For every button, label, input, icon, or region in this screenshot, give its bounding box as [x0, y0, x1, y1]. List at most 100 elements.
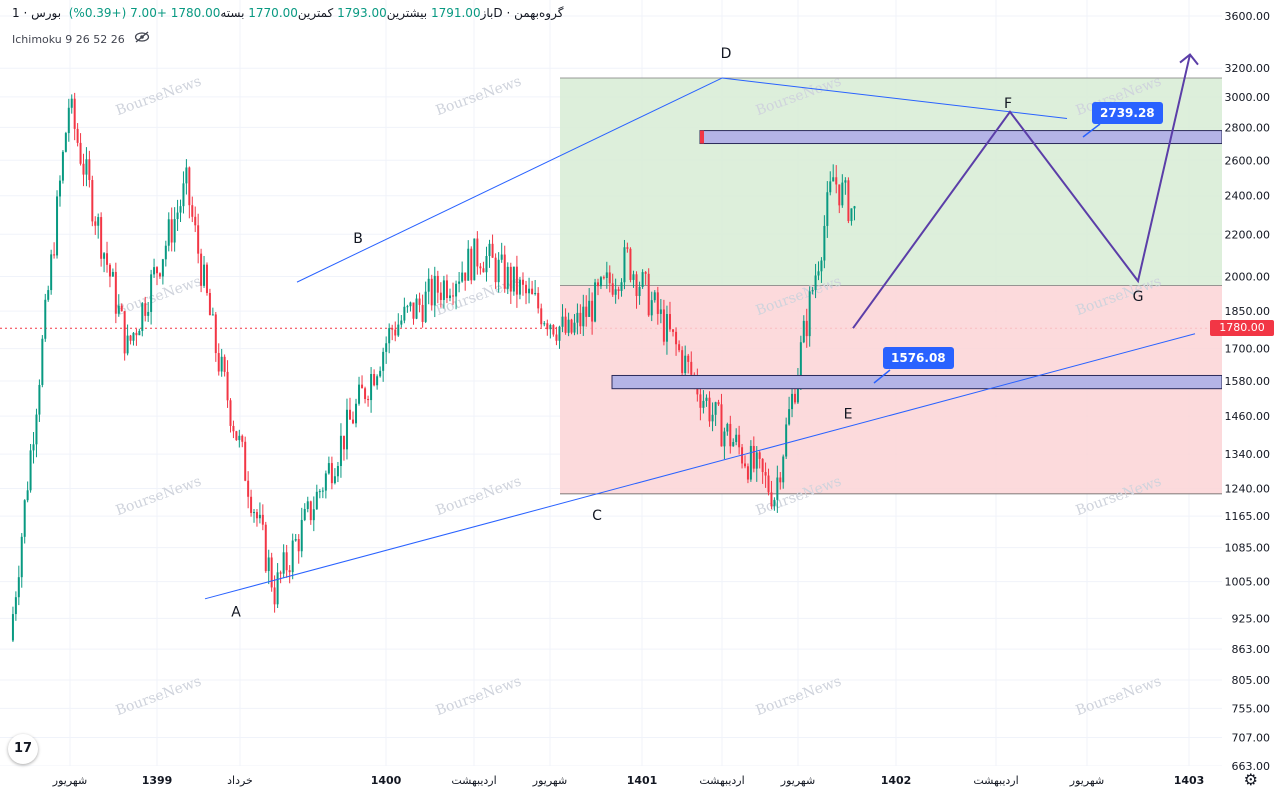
candle-body [690, 361, 693, 375]
lower-callout-pointer [873, 369, 891, 384]
y-tick-label: 2200.00 [1225, 228, 1271, 241]
candle-body [158, 273, 161, 277]
candle-body [597, 282, 599, 287]
candle-body [764, 472, 767, 476]
tradingview-logo[interactable]: 17 [8, 734, 38, 764]
candle-body [555, 334, 558, 341]
price-axis[interactable]: 3600.00 3200.00 3000.00 2800.00 2600.00 2400.… [1222, 0, 1280, 792]
candle-body [132, 332, 135, 341]
gear-icon[interactable]: ⚙ [1243, 770, 1258, 789]
indicator-label: Ichimoku 9 26 52 26 [12, 33, 125, 46]
upper-level-callout[interactable]: 2739.28 [1092, 102, 1163, 124]
candle-body [427, 278, 430, 292]
candle-body [336, 466, 339, 477]
x-tick-label: اردیبهشت [973, 774, 1018, 787]
candle-body [799, 342, 802, 378]
candle-body [205, 264, 208, 293]
candle-body [56, 196, 59, 256]
candle-body [306, 501, 309, 509]
interval[interactable]: 1D [12, 6, 503, 20]
candle-body [156, 267, 158, 274]
projected-wave[interactable] [852, 53, 1199, 329]
candle-body [823, 225, 826, 261]
candle-body [129, 335, 132, 341]
indicator-legend[interactable]: Ichimoku 9 26 52 26 [12, 31, 150, 46]
close-value: 1780.00 [170, 6, 221, 20]
candle-body [455, 283, 458, 297]
candle-body [141, 303, 144, 331]
candle-body [788, 409, 791, 425]
lower-level-callout[interactable]: 1576.08 [883, 347, 954, 369]
x-tick-label: 1399 [142, 774, 173, 787]
candle-body [82, 163, 85, 175]
candle-body [796, 377, 799, 403]
candle-body [11, 614, 14, 641]
candle-body [726, 423, 729, 432]
candle-body [261, 514, 264, 525]
eye-off-icon[interactable] [134, 31, 150, 46]
candle-body [176, 212, 179, 220]
candle-body [488, 243, 491, 257]
candle-body [208, 292, 211, 316]
candle-body [255, 512, 258, 519]
candle-body [85, 159, 88, 175]
candle-body [333, 476, 336, 484]
candle-body [518, 279, 521, 295]
candle-body [153, 267, 156, 275]
candle-body [746, 466, 749, 480]
candle-body [611, 283, 614, 295]
price-levels[interactable] [611, 130, 1223, 390]
candle-body [491, 243, 494, 258]
candle-body [238, 435, 241, 441]
candle-body [220, 356, 223, 372]
candle-body [659, 309, 662, 314]
candle-body [853, 206, 856, 209]
candle-body [364, 388, 367, 400]
candle-body [430, 278, 433, 306]
candle-body [135, 332, 138, 336]
candle-body [321, 490, 324, 492]
y-tick-label: 755.00 [1232, 702, 1271, 715]
candle-body [617, 289, 620, 291]
candle-body [515, 266, 518, 295]
candle-body [418, 298, 421, 305]
time-axis[interactable]: شهریور 1399 خرداد 1400 اردیبهشت شهریور 1401 ارد… [0, 766, 1222, 792]
candle-body [608, 272, 611, 284]
candle-body [32, 444, 35, 451]
candle-body [594, 282, 597, 322]
candle-body [244, 441, 247, 481]
y-tick-label: 805.00 [1232, 674, 1271, 687]
lower-trendline [204, 333, 1196, 600]
candle-body [91, 180, 94, 222]
candle-body [509, 266, 512, 292]
candle-body [729, 423, 732, 447]
candle-body [687, 355, 690, 362]
y-tick-label: 1005.00 [1225, 576, 1271, 589]
candle-body [23, 500, 26, 537]
candle-body [173, 219, 176, 243]
change-value: +7.00 [130, 6, 167, 20]
candle-body [494, 257, 497, 283]
candle-body [35, 414, 38, 445]
high-label: بیشترین [386, 6, 428, 20]
candle-body [108, 264, 111, 277]
candle-body [844, 180, 847, 183]
y-tick-label: 707.00 [1232, 732, 1271, 745]
candle-body [241, 435, 244, 442]
candle-body [58, 180, 61, 197]
x-tick-label: 1402 [881, 774, 912, 787]
watermark-text: BourseNews [114, 473, 204, 519]
candle-body [699, 394, 702, 408]
candle-body [100, 217, 103, 259]
wave-label-f: F [1004, 96, 1012, 112]
candle-body [276, 572, 279, 605]
candle-body [161, 259, 164, 277]
exchange-name[interactable]: بورس [31, 6, 62, 20]
candle-body [458, 281, 461, 284]
candlestick-series [11, 92, 856, 643]
symbol-name[interactable]: گروه‌بهمن [514, 6, 564, 20]
candle-body [464, 272, 467, 281]
wave-label-d: D [721, 46, 732, 62]
x-tick-label: 1403 [1174, 774, 1205, 787]
